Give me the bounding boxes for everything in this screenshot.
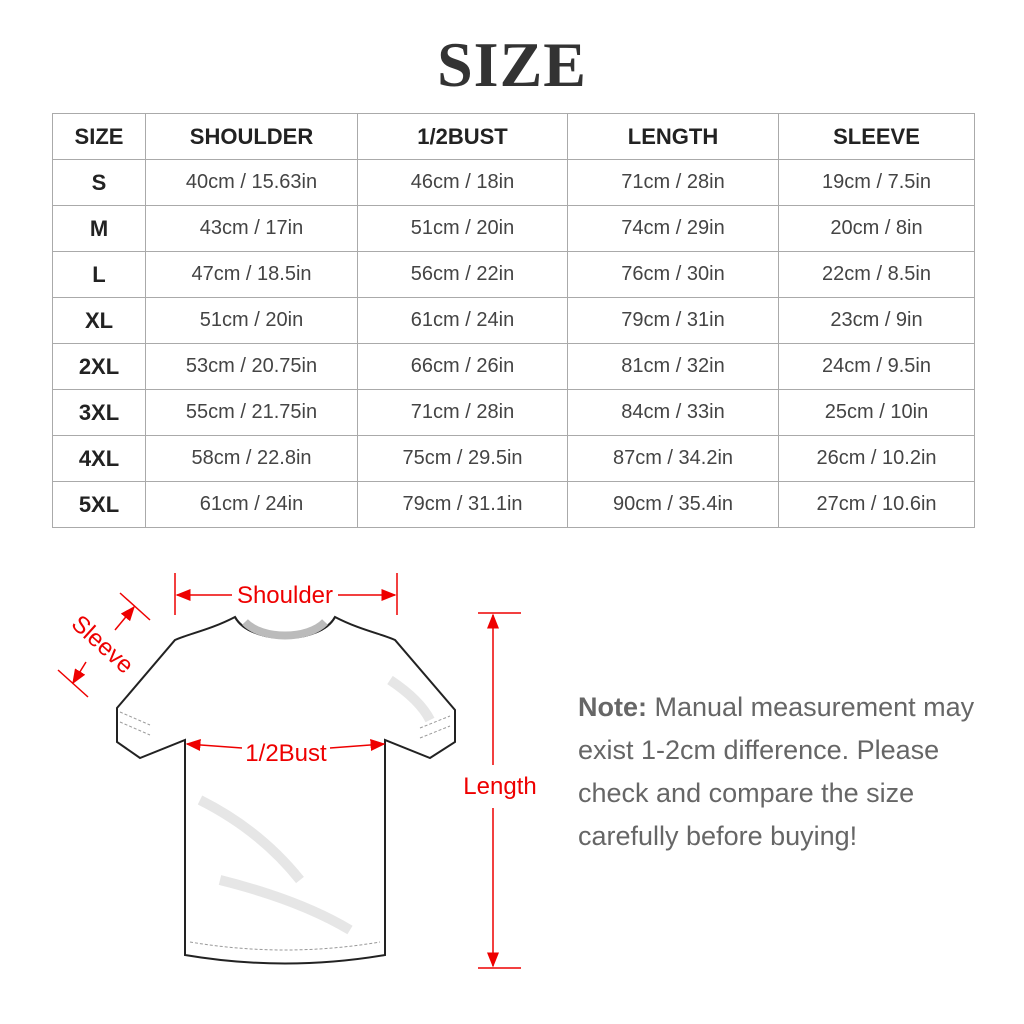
measurement-cell: 22cm / 8.5in xyxy=(778,251,975,298)
measurement-cell: 20cm / 8in xyxy=(778,205,975,252)
size-cell: S xyxy=(52,159,146,206)
size-cell: 5XL xyxy=(52,481,146,528)
measurement-cell: 66cm / 26in xyxy=(357,343,568,390)
measurement-cell: 87cm / 34.2in xyxy=(567,435,779,482)
measurement-cell: 27cm / 10.6in xyxy=(778,481,975,528)
measurement-cell: 40cm / 15.63in xyxy=(145,159,358,206)
measurement-cell: 76cm / 30in xyxy=(567,251,779,298)
bust-measure xyxy=(185,738,386,751)
table-row: M 43cm / 17in 51cm / 20in 74cm / 29in 20cm /… xyxy=(52,205,975,252)
measurement-cell: 46cm / 18in xyxy=(357,159,568,206)
measurement-cell: 81cm / 32in xyxy=(567,343,779,390)
measurement-cell: 43cm / 17in xyxy=(145,205,358,252)
measurement-cell: 51cm / 20in xyxy=(357,205,568,252)
shoulder-measure xyxy=(174,573,398,615)
length-label: Length xyxy=(463,773,536,800)
header-sleeve: SLEEVE xyxy=(778,113,975,160)
table-row: L 47cm / 18.5in 56cm / 22in 76cm / 30in 22cm… xyxy=(52,251,975,298)
measurement-cell: 24cm / 9.5in xyxy=(778,343,975,390)
table-header-row: SIZE SHOULDER 1/2BUST LENGTH SLEEVE xyxy=(52,113,975,160)
measurement-cell: 61cm / 24in xyxy=(145,481,358,528)
measurement-cell: 25cm / 10in xyxy=(778,389,975,436)
header-size: SIZE xyxy=(52,113,146,160)
table-row: 5XL 61cm / 24in 79cm / 31.1in 90cm / 35.4in… xyxy=(52,481,975,528)
size-cell: 3XL xyxy=(52,389,146,436)
measurement-cell: 79cm / 31in xyxy=(567,297,779,344)
table-row: S 40cm / 15.63in 46cm / 18in 71cm / 28in 19c… xyxy=(52,159,975,206)
page-title: SIZE xyxy=(437,29,587,100)
measurement-cell: 71cm / 28in xyxy=(567,159,779,206)
measurement-cell: 47cm / 18.5in xyxy=(145,251,358,298)
measurement-cell: 23cm / 9in xyxy=(778,297,975,344)
measurement-cell: 79cm / 31.1in xyxy=(357,481,568,528)
measurement-cell: 56cm / 22in xyxy=(357,251,568,298)
measurement-cell: 75cm / 29.5in xyxy=(357,435,568,482)
sleeve-label: Sleeve xyxy=(66,610,139,679)
measurement-cell: 90cm / 35.4in xyxy=(567,481,779,528)
shoulder-label: Shoulder xyxy=(237,582,333,609)
tshirt-icon xyxy=(116,615,456,965)
measurement-cell: 19cm / 7.5in xyxy=(778,159,975,206)
table-row: 2XL 53cm / 20.75in 66cm / 26in 81cm / 32in 2… xyxy=(52,343,975,390)
measurement-cell: 58cm / 22.8in xyxy=(145,435,358,482)
measurement-cell: 84cm / 33in xyxy=(567,389,779,436)
header-length: LENGTH xyxy=(567,113,779,160)
measurement-cell: 55cm / 21.75in xyxy=(145,389,358,436)
bust-label: 1/2Bust xyxy=(245,740,327,767)
header-bust: 1/2BUST xyxy=(357,113,568,160)
sleeve-measure xyxy=(57,592,151,698)
size-table: SIZE SHOULDER 1/2BUST LENGTH SLEEVE S 40c… xyxy=(52,113,975,528)
note-text: Manual measurement may exist 1-2cm diffe… xyxy=(578,692,975,851)
table-row: 3XL 55cm / 21.75in 71cm / 28in 84cm / 33in 2… xyxy=(52,389,975,436)
size-cell: XL xyxy=(52,297,146,344)
note: Note: Manual measurement may exist 1-2cm… xyxy=(578,686,998,858)
note-label: Note: xyxy=(578,692,647,722)
measurement-cell: 71cm / 28in xyxy=(357,389,568,436)
length-measure xyxy=(478,612,521,969)
measurement-cell: 74cm / 29in xyxy=(567,205,779,252)
